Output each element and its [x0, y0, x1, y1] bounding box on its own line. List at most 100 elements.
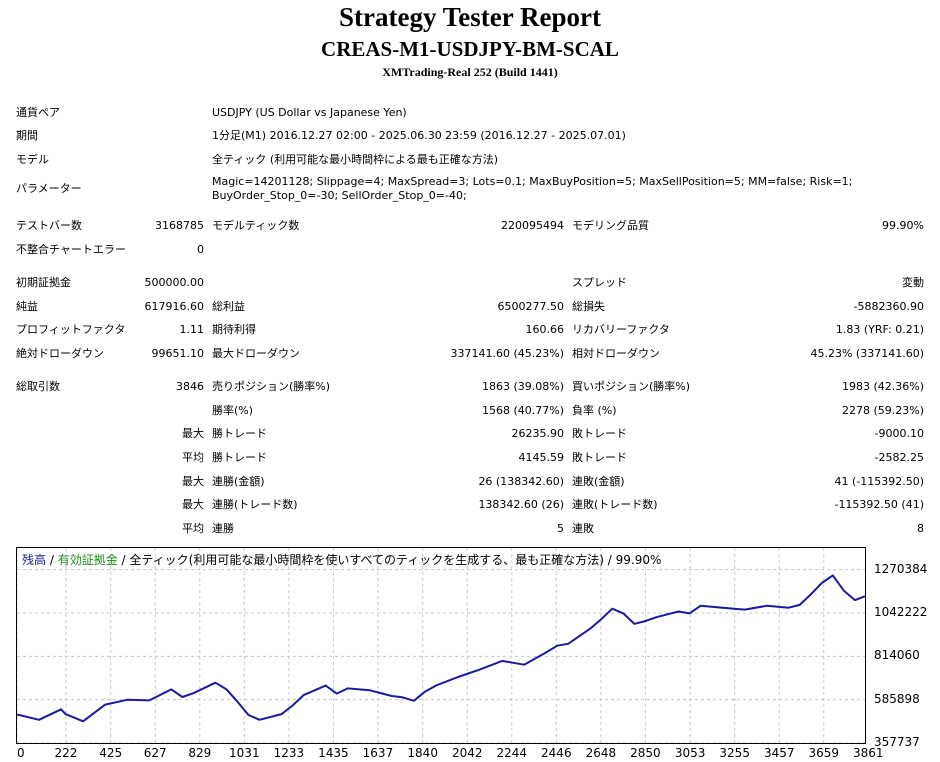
payoff-value: 160.66	[525, 323, 565, 336]
avg-cons-losses-value: 8	[917, 522, 924, 535]
y-tick-label: 357737	[874, 735, 920, 749]
bars-label: テストバー数	[16, 219, 82, 232]
gross-profit-value: 6500277.50	[497, 300, 564, 313]
x-tick-label: 1233	[273, 746, 305, 760]
x-tick-label: 3053	[674, 746, 706, 760]
x-tick-label: 425	[99, 746, 123, 760]
avg-cons-wins-label: 連勝	[212, 522, 234, 535]
gross-loss-value: -5882360.90	[853, 300, 924, 313]
average-prefix: 平均	[182, 451, 204, 464]
y-tick-label: 814060	[874, 648, 920, 663]
long-label: 買いポジション(勝率%)	[572, 380, 691, 393]
x-tick-label: 1840	[407, 746, 438, 760]
legend-equity: 有効証拠金	[57, 553, 118, 567]
max-cons-profit-label: 連勝(トレード数)	[212, 498, 298, 511]
avg-win-value: 4145.59	[518, 451, 565, 464]
lossrate-label: 負率 (%)	[572, 404, 617, 417]
ticks-label: モデルティック数	[212, 219, 300, 232]
avg-cons-wins-value: 5	[557, 522, 564, 535]
spread-value: 変動	[902, 276, 924, 289]
balance-chart-frame	[16, 547, 869, 744]
avg-loss-label: 敗トレード	[572, 451, 627, 464]
max-cons-losses-label: 連敗(金額)	[572, 475, 625, 488]
bars-value: 3168785	[155, 219, 204, 232]
max-cons-profit-value: 138342.60 (26)	[478, 498, 564, 511]
largest-loss-label: 敗トレード	[572, 427, 627, 440]
rel-dd-value: 45.23% (337141.60)	[810, 347, 924, 360]
max-dd-value: 337141.60 (45.23%)	[450, 347, 564, 360]
max-cons-loss-value: -115392.50 (41)	[834, 498, 924, 511]
short-value: 1863 (39.08%)	[481, 380, 564, 393]
avg-win-label: 勝トレード	[212, 451, 267, 464]
max-cons-prefix-1: 最大	[182, 475, 204, 488]
quality-label: モデリング品質	[572, 219, 649, 232]
max-cons-loss-label: 連敗(トレード数)	[572, 498, 658, 511]
rel-dd-label: 相対ドローダウン	[572, 347, 660, 360]
trades-label: 総取引数	[16, 380, 60, 393]
legend-separator: /	[46, 553, 58, 567]
payoff-label: 期待利得	[212, 323, 256, 336]
params-line2: BuyOrder_Stop_0=-30; SellOrder_Stop_0=-4…	[212, 189, 467, 202]
x-tick-label: 829	[188, 746, 212, 760]
x-tick-label: 2648	[585, 746, 617, 760]
y-tick-label: 1042222	[874, 605, 928, 619]
mismatch-label: 不整合チャートエラー	[16, 243, 126, 256]
x-tick-label: 3457	[763, 746, 795, 760]
params-line1: Magic=14201128; Slippage=4; MaxSpread=3;…	[212, 175, 853, 188]
lossrate-value: 2278 (59.23%)	[841, 404, 924, 417]
x-tick-label: 3659	[808, 746, 840, 760]
max-cons-prefix-2: 最大	[182, 498, 204, 511]
avg-cons-losses-label: 連敗	[572, 522, 594, 535]
params-label: パラメーター	[16, 182, 82, 195]
largest-prefix: 最大	[182, 427, 204, 440]
avg-cons-prefix: 平均	[182, 522, 204, 535]
net-value: 617916.60	[144, 300, 205, 313]
ticks-value: 220095494	[501, 219, 564, 232]
recovery-value: 1.83 (YRF: 0.21)	[835, 323, 924, 336]
symbol-value: USDJPY (US Dollar vs Japanese Yen)	[212, 106, 407, 119]
balance-series-line	[16, 574, 866, 723]
x-tick-label: 2042	[451, 746, 483, 760]
pf-label: プロフィットファクタ	[16, 323, 126, 336]
abs-dd-label: 絶対ドローダウン	[16, 347, 104, 360]
winrate-label: 勝率(%)	[212, 404, 254, 417]
mismatch-value: 0	[197, 243, 204, 256]
x-tick-label: 1031	[229, 746, 260, 760]
recovery-label: リカバリーファクタ	[572, 323, 670, 336]
largest-loss-value: -9000.10	[874, 427, 924, 440]
model-label: モデル	[16, 153, 49, 166]
gross-loss-label: 総損失	[572, 300, 605, 313]
max-dd-label: 最大ドローダウン	[212, 347, 300, 360]
short-label: 売りポジション(勝率%)	[212, 380, 331, 393]
avg-loss-value: -2582.25	[874, 451, 924, 464]
ea-name: CREAS-M1-USDJPY-BM-SCAL	[321, 37, 619, 61]
x-tick-label: 1435	[318, 746, 349, 760]
period-value: 1分足(M1) 2016.12.27 02:00 - 2025.06.30 23…	[212, 129, 626, 142]
x-tick-label: 1637	[362, 746, 394, 760]
trades-value: 3846	[176, 380, 204, 393]
x-tick-label: 2446	[541, 746, 572, 760]
report-title: Strategy Tester Report	[339, 2, 601, 32]
y-tick-label: 1270384	[874, 561, 928, 576]
deposit-label: 初期証拠金	[16, 276, 71, 289]
period-label: 期間	[16, 129, 38, 142]
gross-profit-label: 総利益	[212, 300, 245, 313]
deposit-value: 500000.00	[144, 276, 205, 289]
largest-win-value: 26235.90	[511, 427, 565, 440]
winrate-value: 1568 (40.77%)	[481, 404, 564, 417]
x-tick-label: 2244	[496, 746, 528, 760]
long-value: 1983 (42.36%)	[841, 380, 924, 393]
max-cons-wins-value: 26 (138342.60)	[478, 475, 564, 488]
x-tick-label: 222	[54, 746, 78, 760]
server-info: XMTrading-Real 252 (Build 1441)	[382, 65, 558, 79]
largest-win-label: 勝トレード	[212, 427, 267, 440]
x-tick-label: 0	[17, 746, 25, 760]
x-tick-label: 2850	[630, 746, 661, 760]
net-label: 純益	[16, 300, 38, 313]
y-tick-label: 585898	[874, 691, 920, 706]
symbol-label: 通貨ペア	[16, 106, 60, 119]
quality-value: 99.90%	[882, 219, 924, 232]
pf-value: 1.11	[179, 323, 205, 336]
legend-balance: 残高	[22, 553, 47, 567]
balance-chart	[16, 548, 869, 744]
